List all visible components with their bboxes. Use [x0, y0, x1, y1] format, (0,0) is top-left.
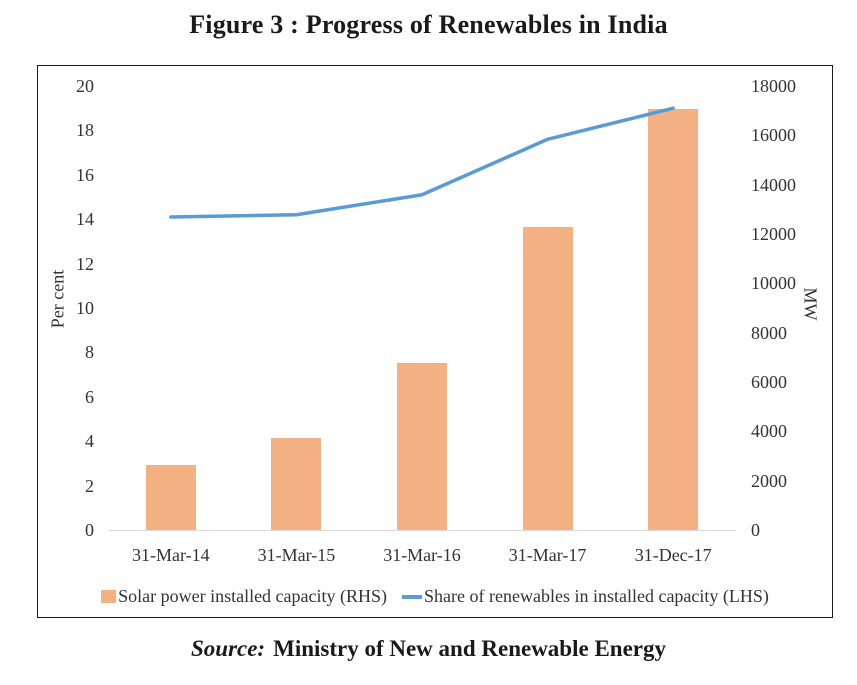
figure-title: Figure 3 : Progress of Renewables in Ind…	[189, 10, 668, 39]
right-axis-tick-label: 14000	[751, 174, 796, 195]
right-axis-tick-label: 18000	[751, 76, 796, 96]
right-axis-tick-label: 0	[751, 520, 760, 540]
left-axis-tick-label: 16	[76, 164, 94, 185]
source-text: Ministry of New and Renewable Energy	[273, 636, 666, 661]
legend: Solar power installed capacity (RHS) Sha…	[38, 586, 832, 607]
left-axis-tick-label: 4	[85, 431, 94, 452]
chart-area: Per cent MW 0 2 4 6 8 10 12 14 16 18 20 0 2000 4000 6…	[37, 65, 833, 618]
x-axis-line	[108, 530, 736, 532]
right-axis-tick-label: 10000	[751, 273, 796, 294]
left-axis-tick-label: 18	[76, 120, 94, 141]
bar-31-Mar-15	[271, 437, 322, 530]
right-axis-tick-label: 6000	[751, 372, 787, 392]
line-legend-swatch	[402, 594, 423, 599]
x-axis-label-31-Mar-14: 31-Mar-14	[131, 545, 210, 565]
x-axis-label-31-Dec-17: 31-Dec-17	[634, 545, 712, 565]
x-axis-label-31-Mar-15: 31-Mar-15	[257, 545, 336, 565]
x-axis-label-31-Mar-16: 31-Mar-16	[383, 545, 461, 565]
source-label: Source:	[190, 636, 266, 661]
left-axis-tick-label: 10	[76, 298, 94, 318]
bar-31-Dec-17	[648, 109, 699, 530]
line-legend-label: Share of renewables in installed capacit…	[424, 586, 769, 606]
x-axis-label-31-Mar-17: 31-Mar-17	[508, 545, 587, 565]
bar-31-Mar-17	[522, 226, 573, 530]
right-axis-tick-label: 8000	[751, 322, 787, 343]
bar-legend-swatch	[101, 590, 117, 603]
bar-31-Mar-16	[397, 363, 447, 530]
bar-31-Mar-14	[145, 465, 196, 530]
left-axis-tick-label: 2	[85, 475, 94, 496]
right-axis-tick-label: 12000	[751, 224, 796, 244]
left-axis-tick-label: 12	[76, 253, 94, 274]
left-axis-tick-label: 14	[76, 209, 94, 230]
line-path	[169, 106, 675, 219]
left-axis-tick-label: 0	[85, 520, 94, 540]
left-axis-tick-label: 8	[85, 342, 94, 363]
right-axis-tick-label: 4000	[751, 421, 787, 442]
left-axis-tick-label: 6	[85, 386, 94, 407]
line-series	[169, 106, 675, 219]
source-note: Source: Ministry of New and Renewable Ene…	[0, 636, 857, 662]
bar-legend-label: Solar power installed capacity (RHS)	[118, 586, 388, 606]
left-axis-tick-label: 20	[76, 76, 94, 96]
right-axis-tick-label: 2000	[751, 470, 787, 491]
right-axis-tick-label: 16000	[751, 125, 796, 146]
